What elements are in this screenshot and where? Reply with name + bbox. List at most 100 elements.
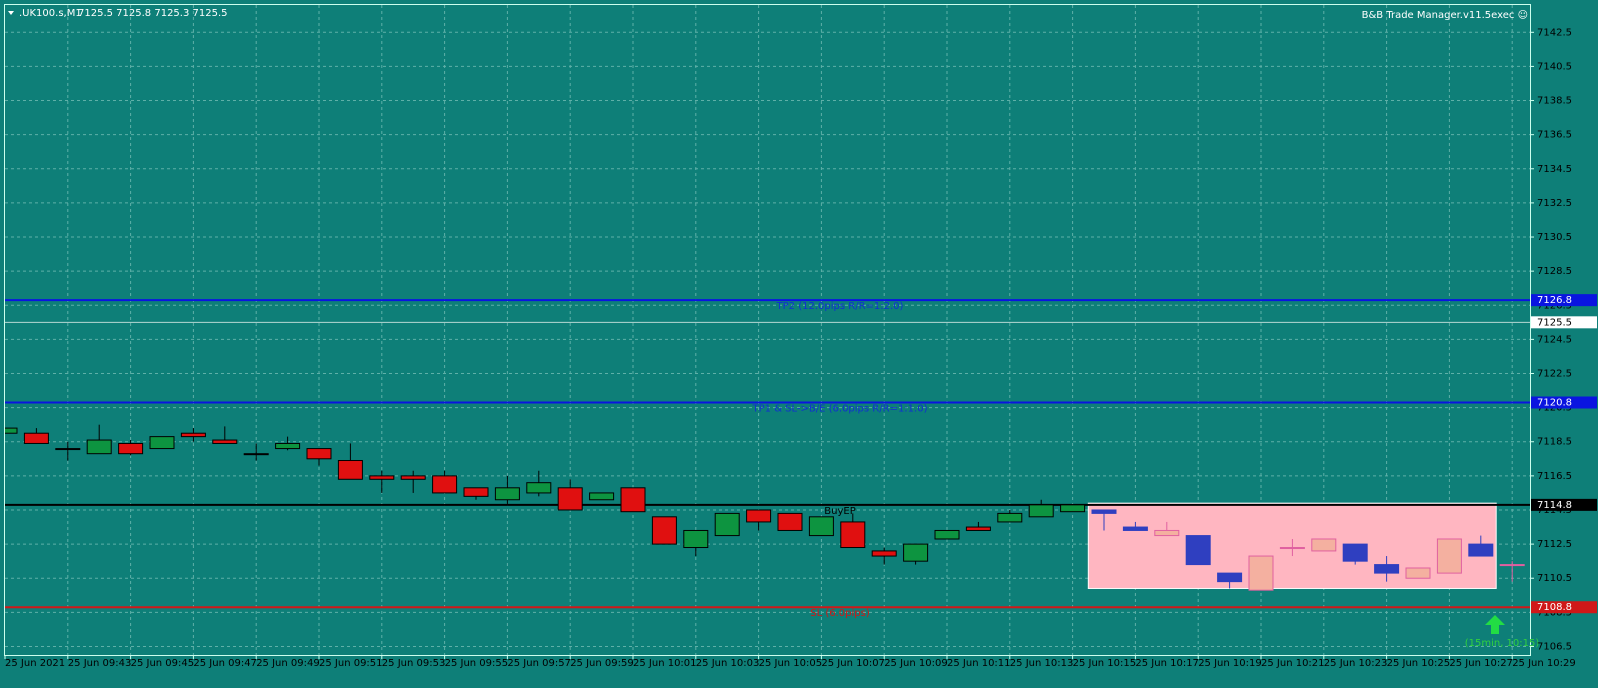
y-tick-label: 7138.5 (1537, 96, 1572, 107)
candle-body (432, 475, 458, 494)
candle-body (934, 529, 960, 540)
y-tick-label: 7140.5 (1537, 61, 1572, 72)
level-price-box (1531, 498, 1597, 511)
candle-body (997, 512, 1023, 523)
candle-body (965, 526, 991, 531)
candle-body (683, 529, 709, 549)
candle-body (714, 512, 740, 537)
candle-body (1468, 543, 1494, 557)
candle-body (1405, 567, 1431, 579)
x-tick-label: 25 Jun 10:25 (1387, 658, 1451, 669)
candle-body (23, 432, 49, 444)
candle-body (1436, 538, 1462, 574)
candle-body (1154, 529, 1180, 537)
candle-body (526, 482, 552, 494)
y-tick-label: 7106.5 (1537, 641, 1572, 652)
x-tick-label: 25 Jun 10:15 (1073, 658, 1137, 669)
candle-body (1279, 547, 1305, 550)
level-price-label: 7120.8 (1537, 398, 1572, 409)
candle-body (337, 460, 363, 480)
level-label: TP2 (12.0pips R/R=1:2.0) (776, 301, 904, 312)
candle-body (86, 439, 112, 455)
x-tick-label: 25 Jun 09:47 (193, 658, 257, 669)
x-tick-label: 25 Jun 09:57 (507, 658, 571, 669)
y-tick-label: 7118.5 (1537, 437, 1572, 448)
candle-body (1060, 504, 1086, 513)
level-price-box (1531, 294, 1597, 307)
level-label: BuyEP (824, 506, 855, 517)
candle-body (463, 487, 489, 497)
plot-frame (4, 4, 1531, 656)
level-price-box (1531, 601, 1597, 614)
y-tick-label: 7132.5 (1537, 198, 1572, 209)
x-tick-label: 25 Jun 09:51 (319, 658, 383, 669)
level-price-box (1531, 396, 1597, 409)
y-tick-label: 7142.5 (1537, 27, 1572, 38)
level-price-label: 7126.8 (1537, 295, 1572, 306)
plot-area (5, 5, 1530, 655)
candle-body (149, 436, 175, 450)
candle-body (557, 487, 583, 511)
y-tick-label: 7112.5 (1537, 539, 1572, 550)
x-tick-label: 25 Jun 10:13 (1010, 658, 1074, 669)
candle-body (1091, 509, 1117, 514)
x-tick-label: 25 Jun 10:05 (759, 658, 823, 669)
signal-arrow (1485, 615, 1505, 634)
candle-body (1185, 535, 1211, 566)
x-tick-label: 25 Jun 10:11 (947, 658, 1011, 669)
x-tick-label: 25 Jun 09:59 (570, 658, 634, 669)
candle-body (212, 439, 238, 444)
x-tick-label: 25 Jun 10:27 (1449, 658, 1513, 669)
quote: 7125.5 7125.8 7125.3 7125.5 (78, 8, 228, 19)
y-tick-label: 7122.5 (1537, 369, 1572, 380)
candle-body (903, 543, 929, 562)
candle-body (1217, 572, 1243, 583)
x-tick-label: 25 Jun 10:21 (1261, 658, 1325, 669)
candle-body (840, 521, 866, 549)
y-tick-label: 7110.5 (1537, 573, 1572, 584)
indicator-name: B&B Trade Manager.v11.5exec ☺ (1362, 10, 1528, 21)
level-price-label: 7108.8 (1537, 602, 1572, 613)
x-tick-label: 25 Jun 10:09 (884, 658, 948, 669)
y-tick-label: 7136.5 (1537, 130, 1572, 141)
level-label: SL (6.0pips) (810, 608, 870, 619)
x-tick-label: 25 Jun 10:19 (1198, 658, 1262, 669)
bid-price-label: 7125.5 (1537, 317, 1572, 328)
x-tick-label: 25 Jun 09:43 (68, 658, 132, 669)
candle-body (400, 475, 426, 480)
x-tick-label: 25 Jun 09:53 (382, 658, 446, 669)
x-tick-label: 25 Jun 10:17 (1135, 658, 1199, 669)
x-tick-label: 25 Jun 10:01 (633, 658, 697, 669)
y-tick-label: 7134.5 (1537, 164, 1572, 175)
candle-body (620, 487, 646, 513)
candle-body (651, 516, 677, 545)
y-tick-label: 7130.5 (1537, 232, 1572, 243)
bid-price-box (1531, 316, 1597, 329)
candle-body (1342, 543, 1368, 562)
candle-body (55, 448, 81, 451)
candle-body (777, 512, 803, 531)
x-tick-label: 25 Jun 09:49 (256, 658, 320, 669)
candle-body (118, 442, 144, 455)
candle-body (808, 516, 834, 537)
y-tick-label: 7124.5 (1537, 334, 1572, 345)
x-tick-label: 25 Jun 09:45 (131, 658, 195, 669)
candle-body (369, 475, 395, 480)
candle-body (275, 442, 301, 450)
candle-body (1028, 504, 1054, 518)
candle-body (243, 453, 269, 456)
candle-body (494, 487, 520, 501)
candle-body (1122, 526, 1148, 531)
x-tick-label: 25 Jun 2021 (5, 658, 65, 669)
y-tick-label: 7128.5 (1537, 266, 1572, 277)
x-tick-label: 25 Jun 10:03 (696, 658, 760, 669)
level-price-label: 7114.8 (1537, 500, 1572, 511)
candle-body (871, 550, 897, 557)
level-label: TP1 & SL->B/E (6.0pips R/R=1:1.0) (752, 404, 928, 415)
candle-body (180, 432, 206, 438)
x-tick-label: 25 Jun 09:55 (445, 658, 509, 669)
symbol: .UK100.s,M1 (19, 8, 82, 19)
candle-body (1311, 538, 1337, 552)
x-tick-label: 25 Jun 10:07 (821, 658, 885, 669)
